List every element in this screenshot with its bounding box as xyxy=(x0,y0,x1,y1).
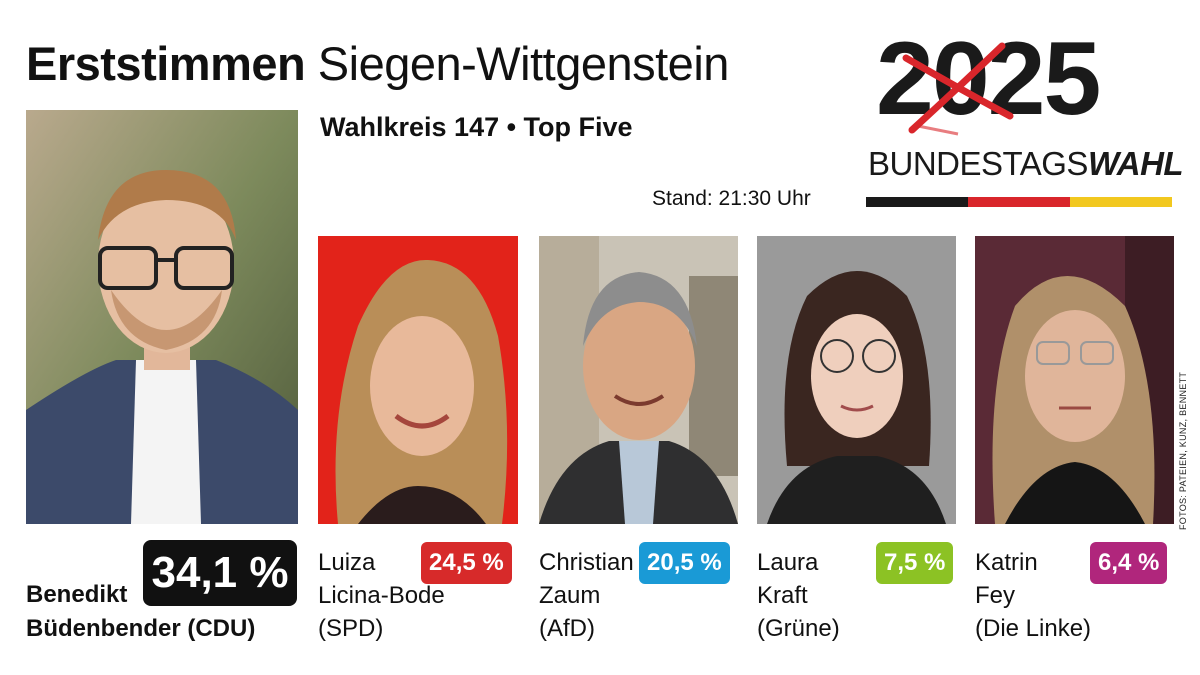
candidate-first-name: Katrin xyxy=(975,549,1038,576)
title-region: Siegen-Wittgenstein xyxy=(317,37,730,90)
page-title: Erststimmen Siegen-Wittgenstein xyxy=(26,36,729,92)
candidate-party: (Die Linke) xyxy=(975,615,1092,642)
candidate-last-name: Zaum xyxy=(539,582,601,609)
subtitle: Wahlkreis 147 • Top Five xyxy=(320,112,633,142)
candidate-last-name: Kraft xyxy=(757,582,808,609)
result-badge-zaum: 20,5 % xyxy=(639,542,730,584)
candidate-name-zaum: Christian Zaum (AfD) xyxy=(539,546,634,645)
result-badge-fey: 6,4 % xyxy=(1090,542,1168,584)
candidate-first-name: Luiza xyxy=(318,549,376,576)
candidate-party: (AfD) xyxy=(539,615,595,642)
candidate-photo-fey xyxy=(975,236,1174,524)
title-bold: Erststimmen xyxy=(26,37,306,90)
ballot-cross-icon xyxy=(902,42,1014,136)
candidate-party: (Grüne) xyxy=(757,615,840,642)
logo-word-bold: WAHL xyxy=(1087,145,1184,182)
candidate-photo-budenbender xyxy=(26,110,298,524)
status-time: Stand: 21:30 Uhr xyxy=(652,187,811,210)
candidate-first-name: Benedikt xyxy=(26,581,128,608)
logo-year: 2025 xyxy=(876,21,1101,137)
candidate-first-name: Laura xyxy=(757,549,819,576)
candidate-photo-zaum xyxy=(539,236,738,524)
candidate-name-licina-bode: Luiza Licina-Bode (SPD) xyxy=(318,546,445,645)
result-badge-licina-bode: 24,5 % xyxy=(421,542,512,584)
candidate-photo-licina-bode xyxy=(318,236,518,524)
photo-credit: FOTOS: PATEIEN, KUNZ, BENNETT xyxy=(1178,371,1188,530)
logo-wordmark: BUNDESTAGSWAHL xyxy=(868,145,1184,183)
candidate-photo-kraft xyxy=(757,236,956,524)
logo-word-regular: BUNDESTAGS xyxy=(868,145,1088,182)
candidate-name-budenbender: Benedikt Büdenbender (CDU) xyxy=(26,578,255,646)
candidate-first-name: Christian xyxy=(539,549,634,576)
candidate-last-name: Licina-Bode xyxy=(318,582,445,609)
candidate-last-name: Fey xyxy=(975,582,1016,609)
candidate-party: (SPD) xyxy=(318,615,384,642)
flag-red xyxy=(968,197,1070,207)
flag-stripe xyxy=(866,197,1172,207)
result-badge-kraft: 7,5 % xyxy=(876,542,954,584)
candidate-name-fey: Katrin Fey (Die Linke) xyxy=(975,546,1091,645)
election-logo: 2025 BUNDESTAGSWAHL xyxy=(866,21,1184,214)
result-badge-budenbender: 34,1 % xyxy=(143,540,297,606)
candidate-last-name: Büdenbender (CDU) xyxy=(26,615,256,642)
candidate-name-kraft: Laura Kraft (Grüne) xyxy=(757,546,840,645)
flag-gold xyxy=(1070,197,1172,207)
flag-black xyxy=(866,197,968,207)
